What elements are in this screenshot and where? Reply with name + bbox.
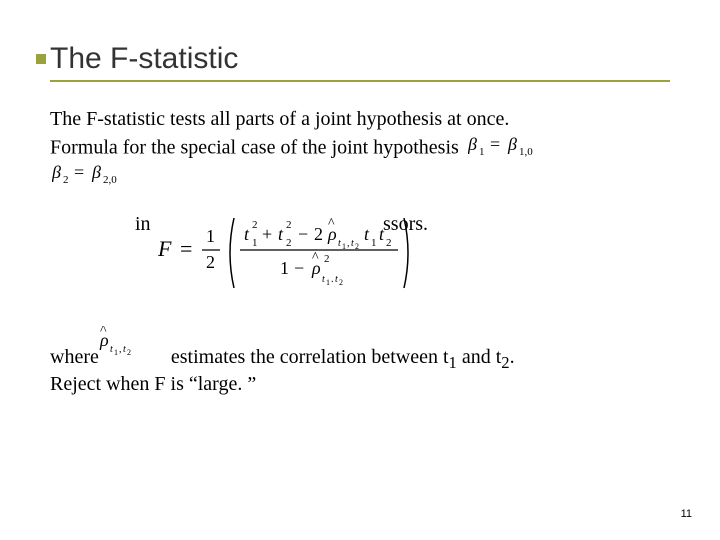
svg-text:1: 1 [479, 146, 485, 157]
svg-text:=: = [74, 162, 84, 182]
svg-text:t: t [335, 274, 338, 285]
beta2-equation: β 2 = β 2,0 [52, 161, 132, 190]
body-text: The F-statistic tests all parts of a joi… [50, 106, 670, 165]
svg-text:+: + [262, 224, 272, 244]
where-line: where estimates the correlation between t… [50, 346, 515, 373]
svg-text:1: 1 [206, 226, 215, 246]
fragment-left: in [135, 213, 151, 236]
svg-text:1: 1 [326, 278, 330, 287]
svg-text:2: 2 [206, 252, 215, 272]
body-line-2: Formula for the special case of the join… [50, 133, 670, 165]
svg-text:2: 2 [324, 253, 330, 265]
svg-text:.: . [331, 274, 334, 285]
svg-text:t: t [338, 238, 341, 249]
svg-text:2: 2 [386, 237, 392, 249]
body-line-1: The F-statistic tests all parts of a joi… [50, 106, 670, 133]
svg-text:1,0: 1,0 [519, 146, 533, 157]
svg-text:1: 1 [252, 237, 258, 249]
svg-text:β: β [91, 162, 101, 182]
svg-text:^: ^ [312, 250, 319, 265]
svg-text:t: t [322, 274, 325, 285]
svg-text:F: F [158, 236, 172, 261]
title-rule [50, 80, 670, 82]
page-number: 11 [681, 508, 692, 520]
svg-text:2: 2 [63, 174, 69, 185]
svg-text:β: β [52, 162, 61, 182]
svg-text:2,0: 2,0 [103, 174, 117, 185]
svg-text:1: 1 [371, 237, 377, 249]
svg-text:=: = [490, 134, 500, 154]
svg-text:2: 2 [355, 242, 359, 251]
svg-text:−: − [294, 258, 304, 278]
svg-text:t: t [364, 224, 370, 244]
where-post-c: . [510, 346, 515, 368]
svg-text:2: 2 [339, 278, 343, 287]
svg-text:^: ^ [100, 326, 107, 338]
svg-text:2: 2 [286, 219, 292, 231]
svg-text:1: 1 [342, 242, 346, 251]
svg-text:t: t [379, 224, 385, 244]
svg-text:β: β [468, 134, 477, 154]
svg-text:−: − [298, 224, 308, 244]
svg-text:t: t [278, 224, 284, 244]
where-post-b: and t [457, 346, 501, 368]
svg-text:=: = [180, 236, 192, 261]
svg-text:,: , [347, 238, 350, 249]
where-sub-1: 1 [449, 353, 457, 372]
svg-text:t: t [244, 224, 250, 244]
svg-text:1: 1 [280, 258, 289, 278]
where-pre: where [50, 346, 99, 368]
svg-text:^: ^ [328, 216, 335, 231]
slide: The F-statistic The F-statistic tests al… [0, 0, 720, 540]
svg-text:2: 2 [286, 237, 292, 249]
where-sub-2: 2 [501, 353, 509, 372]
svg-text:2: 2 [252, 219, 258, 231]
beta1-equation: β 1 = β 1,0 [468, 133, 544, 165]
slide-title: The F-statistic [50, 42, 670, 76]
reject-line: Reject when F is “large. ” [50, 373, 256, 396]
svg-text:β: β [507, 134, 517, 154]
where-post-a: estimates the correlation between t [171, 346, 449, 368]
accent-square [36, 54, 46, 64]
svg-text:t: t [351, 238, 354, 249]
svg-text:2: 2 [314, 224, 323, 244]
f-statistic-formula: F = 1 2 t 2 1 + t 2 2 − 2 ρ ^ [158, 210, 418, 301]
body-line-2-pre: Formula for the special case of the join… [50, 137, 459, 159]
